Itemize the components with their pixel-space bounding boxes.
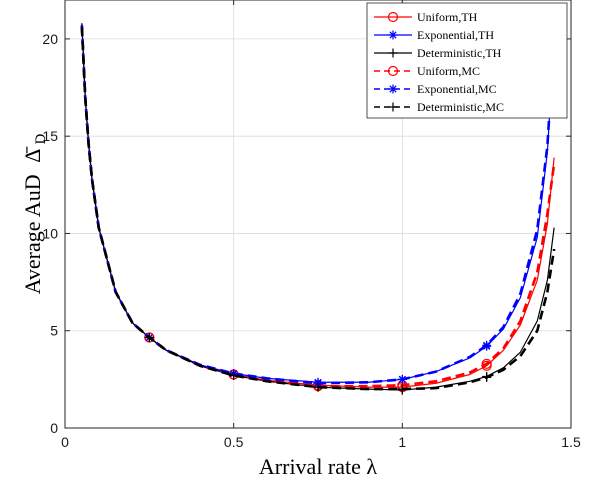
legend-entry: Deterministic,MC — [374, 100, 504, 114]
y-axis-label: Average AuD Δ̄ D — [20, 133, 49, 294]
y-tick-label: 20 — [42, 31, 58, 47]
series-point — [397, 374, 407, 384]
legend-marker — [388, 84, 398, 94]
series-point — [229, 370, 239, 380]
y-tick-label: 5 — [50, 323, 58, 339]
series-line — [80, 27, 556, 391]
ticks: 0 0.5 1 1.5 0 5 10 15 20 — [42, 0, 581, 450]
svg-text:Average AuD Δ̄ D: Average AuD Δ̄ D — [20, 133, 49, 294]
legend-label: Uniform,MC — [417, 64, 480, 78]
y-axis-label-prefix: Average AuD — [20, 174, 45, 294]
y-axis-label-symbol: Δ̄ — [20, 146, 45, 163]
legend-label: Uniform,TH — [417, 10, 478, 24]
legend-marker — [388, 102, 398, 112]
legend-entry: Deterministic,TH — [374, 46, 502, 60]
y-tick-label: 0 — [50, 420, 58, 436]
series-point — [144, 333, 154, 343]
legend-box — [366, 2, 568, 119]
legend-marker — [387, 11, 399, 23]
legend: Uniform,TH Exponential,TH Deterministic,TH… — [366, 2, 568, 119]
series-layer — [80, 23, 559, 395]
legend-entry: Exponential,TH — [374, 28, 494, 42]
series-point — [482, 340, 492, 350]
x-tick-label: 1 — [398, 434, 406, 450]
x-tick-label: 0.5 — [224, 434, 244, 450]
legend-entry: Uniform,MC — [374, 64, 480, 78]
legend-entry: Exponential,MC — [374, 82, 497, 96]
axes-box — [64, 0, 572, 429]
legend-label: Deterministic,MC — [417, 100, 504, 114]
y-tick-label: 10 — [42, 225, 58, 241]
legend-entry: Uniform,TH — [374, 10, 478, 24]
series-point — [482, 372, 492, 382]
legend-marker — [388, 30, 398, 40]
series-point — [481, 358, 492, 369]
legend-marker — [387, 65, 399, 77]
series-deterministic-mc — [80, 27, 556, 394]
series-point — [313, 382, 323, 392]
legend-label: Exponential,MC — [417, 82, 497, 96]
legend-label: Deterministic,TH — [417, 46, 502, 60]
x-tick-label: 0 — [61, 434, 69, 450]
y-tick-label: 15 — [42, 128, 58, 144]
x-axis-label: Arrival rate λ — [259, 454, 377, 479]
legend-marker — [388, 48, 398, 58]
y-axis-label-subscript: D — [33, 133, 49, 144]
legend-label: Exponential,TH — [417, 28, 494, 42]
x-tick-label: 1.5 — [561, 434, 581, 450]
series-point — [397, 384, 407, 394]
